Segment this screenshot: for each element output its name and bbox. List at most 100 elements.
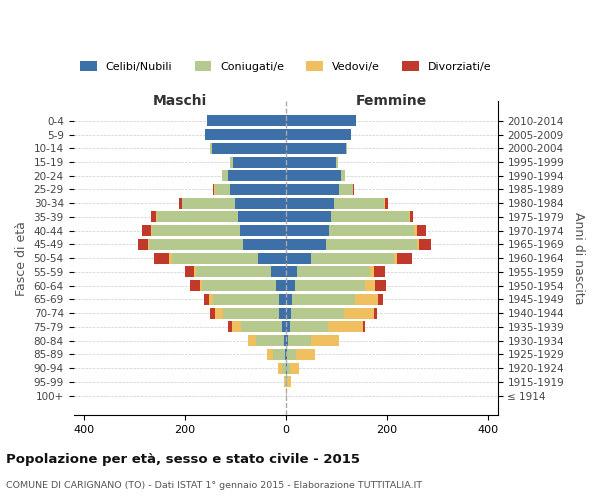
Bar bbox=[212, 143, 286, 154]
Bar bbox=[415, 225, 417, 236]
Bar bbox=[328, 322, 363, 332]
Bar bbox=[353, 184, 354, 195]
Bar bbox=[286, 129, 351, 140]
Bar bbox=[202, 280, 275, 291]
Bar bbox=[394, 252, 397, 264]
Bar bbox=[268, 349, 274, 360]
Bar bbox=[271, 266, 286, 278]
Bar bbox=[223, 170, 227, 181]
Bar bbox=[286, 239, 326, 250]
Bar bbox=[213, 184, 214, 195]
Bar bbox=[365, 280, 376, 291]
Bar bbox=[374, 308, 377, 318]
Bar bbox=[169, 252, 172, 264]
Bar bbox=[157, 212, 238, 222]
Bar bbox=[278, 362, 281, 374]
Bar bbox=[205, 129, 286, 140]
Bar bbox=[286, 266, 297, 278]
Bar bbox=[241, 322, 281, 332]
Bar bbox=[286, 143, 346, 154]
Text: Popolazione per età, sesso e stato civile - 2015: Popolazione per età, sesso e stato civil… bbox=[6, 452, 360, 466]
Bar bbox=[346, 143, 347, 154]
Bar bbox=[374, 266, 385, 278]
Bar bbox=[287, 376, 290, 388]
Bar bbox=[286, 116, 356, 126]
Bar bbox=[230, 156, 233, 168]
Bar bbox=[190, 280, 200, 291]
Bar bbox=[179, 198, 182, 208]
Bar bbox=[384, 198, 385, 208]
Bar bbox=[417, 225, 426, 236]
Bar bbox=[275, 280, 286, 291]
Bar bbox=[152, 225, 240, 236]
Bar bbox=[258, 252, 286, 264]
Y-axis label: Anni di nascita: Anni di nascita bbox=[572, 212, 585, 304]
Bar bbox=[376, 280, 386, 291]
Bar bbox=[215, 308, 223, 318]
Bar bbox=[284, 335, 286, 346]
Bar bbox=[248, 335, 256, 346]
Bar bbox=[286, 198, 334, 208]
Bar bbox=[256, 335, 284, 346]
Bar bbox=[284, 349, 286, 360]
Text: COMUNE DI CARIGNANO (TO) - Dati ISTAT 1° gennaio 2015 - Elaborazione TUTTITALIA.: COMUNE DI CARIGNANO (TO) - Dati ISTAT 1°… bbox=[6, 480, 422, 490]
Bar bbox=[172, 252, 258, 264]
Bar bbox=[297, 266, 370, 278]
Bar bbox=[286, 335, 288, 346]
Bar bbox=[311, 335, 338, 346]
Bar bbox=[290, 308, 344, 318]
Bar bbox=[227, 170, 286, 181]
Bar bbox=[233, 156, 286, 168]
Bar bbox=[287, 362, 290, 374]
Bar bbox=[397, 252, 412, 264]
Bar bbox=[142, 225, 151, 236]
Bar bbox=[213, 294, 278, 305]
Bar bbox=[137, 239, 148, 250]
Bar bbox=[149, 239, 242, 250]
Bar bbox=[288, 335, 311, 346]
Bar bbox=[211, 308, 215, 318]
Bar bbox=[286, 322, 290, 332]
Bar bbox=[370, 266, 374, 278]
Bar bbox=[204, 294, 209, 305]
Text: Femmine: Femmine bbox=[356, 94, 427, 108]
Bar bbox=[228, 322, 232, 332]
Bar bbox=[240, 225, 286, 236]
Bar bbox=[286, 362, 287, 374]
Bar bbox=[341, 170, 345, 181]
Bar bbox=[292, 294, 355, 305]
Bar bbox=[235, 198, 286, 208]
Bar bbox=[232, 322, 241, 332]
Bar bbox=[238, 212, 286, 222]
Bar bbox=[334, 198, 384, 208]
Bar bbox=[151, 225, 152, 236]
Bar bbox=[286, 184, 338, 195]
Bar bbox=[151, 212, 157, 222]
Bar bbox=[385, 198, 388, 208]
Bar bbox=[209, 294, 213, 305]
Bar bbox=[286, 252, 311, 264]
Bar bbox=[286, 349, 287, 360]
Bar bbox=[223, 308, 278, 318]
Bar bbox=[295, 280, 365, 291]
Bar bbox=[185, 266, 194, 278]
Bar bbox=[326, 239, 417, 250]
Bar bbox=[154, 252, 169, 264]
Bar bbox=[377, 294, 383, 305]
Bar bbox=[286, 170, 341, 181]
Bar bbox=[196, 266, 271, 278]
Bar bbox=[200, 280, 202, 291]
Bar bbox=[363, 322, 365, 332]
Bar bbox=[355, 294, 377, 305]
Bar bbox=[182, 198, 235, 208]
Bar bbox=[286, 156, 336, 168]
Bar bbox=[287, 349, 296, 360]
Bar bbox=[296, 349, 315, 360]
Bar bbox=[286, 294, 292, 305]
Bar bbox=[278, 294, 286, 305]
Bar bbox=[286, 280, 295, 291]
Bar bbox=[336, 156, 338, 168]
Bar bbox=[281, 322, 286, 332]
Y-axis label: Fasce di età: Fasce di età bbox=[15, 220, 28, 296]
Bar bbox=[242, 239, 286, 250]
